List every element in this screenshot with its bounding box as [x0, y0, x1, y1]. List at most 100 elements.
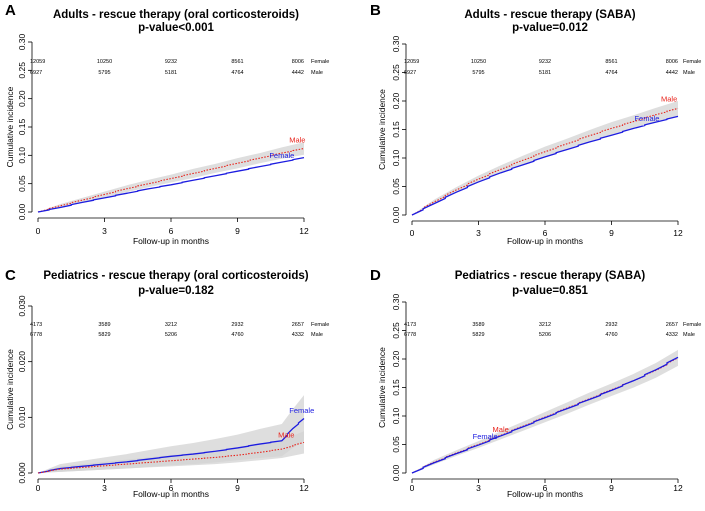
series-label-female: Female — [269, 151, 294, 160]
series-line-male — [411, 107, 679, 216]
x-tick-label: 12 — [673, 228, 683, 238]
risk-count: 9232 — [165, 59, 177, 65]
risk-row-label: Male — [311, 332, 323, 338]
risk-count: 12059 — [404, 59, 419, 65]
y-tick-label: 0.05 — [391, 178, 401, 195]
risk-count: 5829 — [98, 332, 110, 338]
risk-row-label: Male — [683, 70, 695, 76]
risk-row-label: Female — [311, 59, 329, 65]
p-value: p-value=0.182 — [138, 285, 214, 297]
risk-count: 3212 — [165, 322, 177, 328]
risk-count: 4332 — [292, 332, 304, 338]
risk-count: 5795 — [472, 70, 484, 76]
risk-count: 3212 — [539, 322, 551, 328]
panel-letter: C — [5, 267, 16, 284]
x-tick-label: 6 — [543, 228, 548, 238]
risk-row-label: Female — [311, 322, 329, 328]
risk-count: 5206 — [539, 332, 551, 338]
x-tick-label: 0 — [36, 226, 41, 236]
series-label-female: Female — [289, 406, 314, 415]
risk-count: 2657 — [292, 322, 304, 328]
panel-letter: D — [370, 267, 381, 284]
x-tick-label: 9 — [235, 483, 240, 493]
p-value: p-value<0.001 — [138, 22, 214, 34]
risk-count: 5206 — [165, 332, 177, 338]
x-tick-label: 9 — [235, 226, 240, 236]
chart-title: Pediatrics - rescue therapy (SABA) — [455, 270, 646, 282]
risk-count: 4764 — [605, 70, 617, 76]
ci-band-male — [412, 101, 678, 215]
y-axis-label: Cumulative incidence — [377, 89, 387, 170]
risk-count: 4442 — [292, 70, 304, 76]
risk-count: 4173 — [30, 322, 42, 328]
series-label-female: Female — [473, 432, 498, 441]
x-tick-label: 3 — [102, 483, 107, 493]
risk-count: 8006 — [292, 59, 304, 65]
risk-count: 4173 — [404, 322, 416, 328]
risk-row-label: Male — [683, 332, 695, 338]
risk-count: 4760 — [231, 332, 243, 338]
x-tick-label: 3 — [476, 483, 481, 493]
y-tick-label: 0.25 — [17, 62, 27, 79]
y-tick-label: 0.10 — [391, 407, 401, 424]
x-tick-label: 9 — [609, 483, 614, 493]
series-line-male — [37, 441, 305, 474]
risk-row-label: Female — [683, 59, 701, 65]
series-line-male — [37, 147, 305, 213]
risk-count: 2657 — [666, 322, 678, 328]
risk-count: 8561 — [231, 59, 243, 65]
chart-title: Adults - rescue therapy (oral corticoste… — [53, 9, 299, 21]
series-label-female: Female — [634, 114, 659, 123]
panel-a: A Adults - rescue therapy (oral corticost… — [5, 2, 329, 246]
x-tick-label: 6 — [169, 483, 174, 493]
panel-c: C Pediatrics - rescue therapy (oral corti… — [5, 267, 329, 499]
risk-count: 6927 — [404, 70, 416, 76]
y-tick-label: 0.15 — [391, 379, 401, 396]
series-label-male: Male — [289, 135, 305, 144]
risk-count: 5181 — [539, 70, 551, 76]
x-tick-label: 9 — [609, 228, 614, 238]
ci-band-male — [38, 431, 304, 473]
x-tick-label: 6 — [543, 483, 548, 493]
series-line-female — [411, 356, 679, 474]
series-line-female — [37, 417, 305, 474]
risk-count: 10250 — [471, 59, 486, 65]
panel-letter: A — [5, 2, 16, 19]
y-tick-label: 0.05 — [391, 436, 401, 453]
risk-count: 4332 — [666, 332, 678, 338]
x-axis-label: Follow-up in months — [133, 236, 209, 246]
series-line-female — [37, 156, 305, 213]
p-value: p-value=0.012 — [512, 22, 588, 34]
risk-count: 2932 — [231, 322, 243, 328]
y-axis-label: Cumulative incidence — [5, 86, 15, 167]
series-label-male: Male — [493, 425, 509, 434]
x-tick-label: 12 — [673, 483, 683, 493]
y-tick-label: 0.10 — [391, 149, 401, 166]
x-axis-label: Follow-up in months — [507, 236, 583, 246]
risk-count: 4442 — [666, 70, 678, 76]
y-tick-label: 0.30 — [17, 33, 27, 50]
x-tick-label: 3 — [102, 226, 107, 236]
y-tick-label: 0.30 — [391, 293, 401, 310]
y-tick-label: 0.20 — [17, 90, 27, 107]
panel-b: B Adults - rescue therapy (SABA)p-value=0… — [370, 2, 701, 246]
risk-count: 8006 — [666, 59, 678, 65]
risk-count: 5795 — [98, 70, 110, 76]
panel-letter: B — [370, 2, 381, 19]
y-tick-label: 0.15 — [17, 118, 27, 135]
x-tick-label: 12 — [299, 226, 309, 236]
x-tick-label: 6 — [169, 226, 174, 236]
y-tick-label: 0.15 — [391, 121, 401, 138]
risk-count: 6778 — [404, 332, 416, 338]
risk-count: 12059 — [30, 59, 45, 65]
y-tick-label: 0.00 — [17, 203, 27, 220]
x-axis-label: Follow-up in months — [507, 489, 583, 499]
x-tick-label: 12 — [299, 483, 309, 493]
y-tick-label: 0.00 — [391, 464, 401, 481]
y-tick-label: 0.000 — [17, 462, 27, 484]
risk-count: 6927 — [30, 70, 42, 76]
y-tick-label: 0.25 — [391, 322, 401, 339]
y-tick-label: 0.25 — [391, 64, 401, 81]
risk-count: 10250 — [97, 59, 112, 65]
